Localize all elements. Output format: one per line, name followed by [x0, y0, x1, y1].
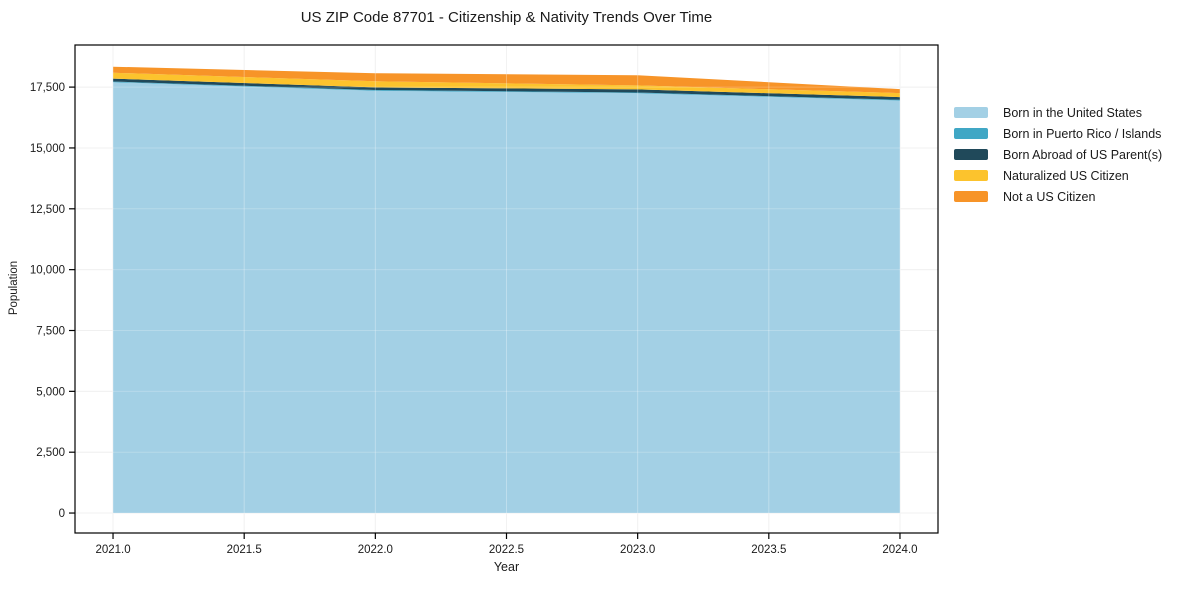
- x-tick-label: 2021.5: [227, 544, 262, 556]
- legend-label: Naturalized US Citizen: [1003, 168, 1129, 183]
- y-tick-label: 15,000: [30, 143, 65, 155]
- legend-item: Born Abroad of US Parent(s): [954, 144, 1162, 165]
- area-band: [113, 78, 900, 100]
- y-tick-label: 17,500: [30, 82, 65, 94]
- legend-item: Naturalized US Citizen: [954, 165, 1162, 186]
- area-band: [113, 66, 900, 94]
- x-axis-label: Year: [493, 560, 520, 574]
- legend-item: Born in the United States: [954, 102, 1162, 123]
- legend-swatch: [954, 191, 988, 202]
- y-tick-label: 10,000: [30, 265, 65, 277]
- x-tick-label: 2023.0: [620, 544, 655, 556]
- legend-item: Born in Puerto Rico / Islands: [954, 123, 1162, 144]
- x-tick-label: 2022.0: [358, 544, 393, 556]
- legend-label: Born Abroad of US Parent(s): [1003, 147, 1163, 162]
- legend-swatch: [954, 149, 988, 160]
- chart-title: US ZIP Code 87701 - Citizenship & Nativi…: [300, 9, 713, 26]
- y-tick-label: 12,500: [30, 204, 65, 216]
- x-tick-label: 2021.0: [95, 544, 130, 556]
- y-axis-label: Population: [8, 260, 20, 316]
- y-tick-label: 0: [59, 508, 65, 520]
- legend-swatch: [954, 128, 988, 139]
- legend-label: Born in the United States: [1003, 105, 1142, 120]
- area-band: [113, 82, 900, 513]
- legend: Born in the United States Born in Puerto …: [954, 102, 1162, 207]
- y-tick-label: 2,500: [36, 447, 65, 459]
- legend-item: Not a US Citizen: [954, 186, 1162, 207]
- y-tick-label: 7,500: [36, 325, 65, 337]
- x-tick-label: 2023.5: [751, 544, 786, 556]
- legend-label: Born in Puerto Rico / Islands: [1003, 126, 1162, 141]
- legend-swatch: [954, 170, 988, 181]
- y-tick-label: 5,000: [36, 386, 65, 398]
- legend-label: Not a US Citizen: [1003, 189, 1096, 204]
- area-band: [113, 72, 900, 98]
- legend-swatch: [954, 107, 988, 118]
- x-tick-label: 2024.0: [882, 544, 917, 556]
- x-tick-label: 2022.5: [489, 544, 524, 556]
